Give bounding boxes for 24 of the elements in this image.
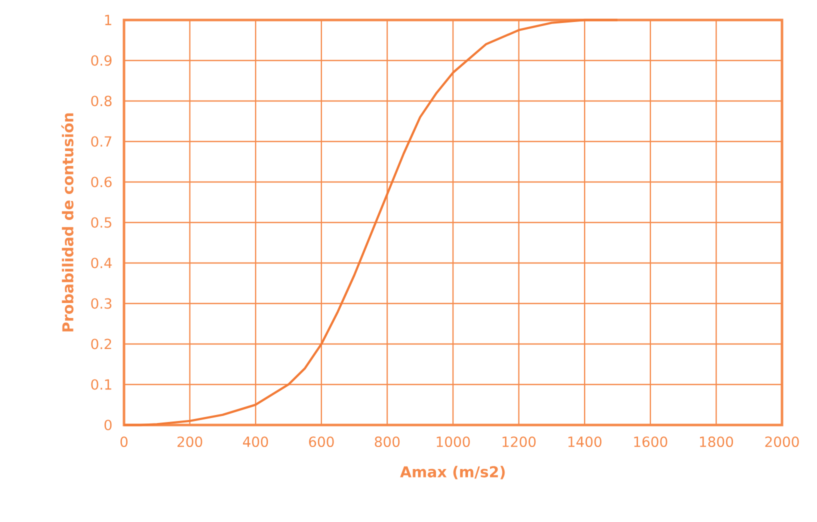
y-tick-label: 0 (104, 420, 112, 430)
x-tick-label: 1000 (436, 436, 470, 448)
x-tick-label: 400 (242, 436, 268, 448)
x-tick-label: 1400 (568, 436, 602, 448)
y-tick-label: 0.6 (91, 176, 112, 188)
x-tick-label: 1600 (634, 436, 668, 448)
y-tick-label: 0.1 (91, 379, 112, 390)
x-tick-label: 0 (120, 436, 128, 448)
y-tick-label: 0.3 (91, 298, 112, 309)
x-tick-label: 1200 (502, 436, 536, 448)
x-tick-label: 1800 (700, 436, 734, 448)
y-tick-label: 0.4 (91, 258, 112, 268)
x-tick-label: 200 (178, 436, 202, 448)
y-tick-label: 0.5 (91, 217, 112, 228)
x-tick-label: 2000 (765, 436, 799, 448)
x-tick-label: 600 (309, 436, 334, 448)
y-tick-label: 0.8 (91, 96, 112, 106)
y-tick-label: 0.9 (91, 55, 112, 66)
y-tick-label: 0.7 (91, 136, 112, 147)
y-tick-label: 1 (105, 14, 112, 26)
x-tick-label: 800 (374, 436, 400, 448)
y-axis-title: Probabilidad de contusión (61, 113, 74, 332)
x-axis-title: Amax (m/s2) (400, 466, 505, 480)
y-tick-label: 0.2 (91, 338, 112, 350)
